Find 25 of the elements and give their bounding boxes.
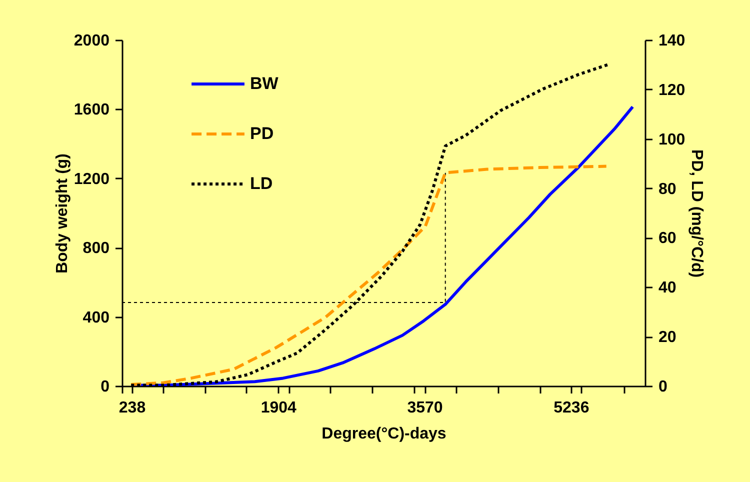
y2-tick-label: 0 [658, 378, 668, 396]
y2-tick-label: 100 [658, 131, 686, 148]
y-tick-label: 1200 [74, 170, 110, 188]
legend-label: LD [250, 174, 273, 193]
legend-label: BW [250, 74, 280, 93]
y2-tick-label: 20 [658, 329, 676, 346]
y-tick-label: 400 [82, 309, 110, 326]
y2-tick-label: 60 [658, 230, 676, 248]
y-tick-label: 1600 [74, 102, 110, 119]
y2-tick-label: 40 [658, 280, 676, 297]
y2-tick-label: 120 [658, 82, 686, 99]
legend-label: PD [250, 124, 274, 143]
y-axis-title: Body weight (g) [54, 154, 71, 274]
y-tick-label: 800 [82, 240, 110, 258]
x-tick-label: 3570 [407, 400, 443, 416]
y2-axis-title: PD, LD (mg/°C/d) [688, 149, 706, 278]
line-series [130, 164, 608, 386]
y2-tick-label: 140 [658, 32, 686, 50]
y2-tick-label: 80 [658, 180, 676, 198]
y-tick-label: 0 [100, 378, 110, 396]
x-tick-label: 5236 [554, 400, 590, 416]
y-tick-label: 2000 [74, 32, 110, 50]
x-axis-title: Degree(°C)-days [322, 426, 446, 442]
x-tick-label: 1904 [260, 400, 297, 416]
x-tick-label: 238 [118, 400, 146, 416]
